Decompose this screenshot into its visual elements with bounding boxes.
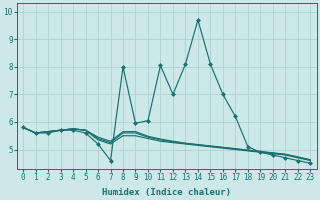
X-axis label: Humidex (Indice chaleur): Humidex (Indice chaleur)	[102, 188, 231, 197]
